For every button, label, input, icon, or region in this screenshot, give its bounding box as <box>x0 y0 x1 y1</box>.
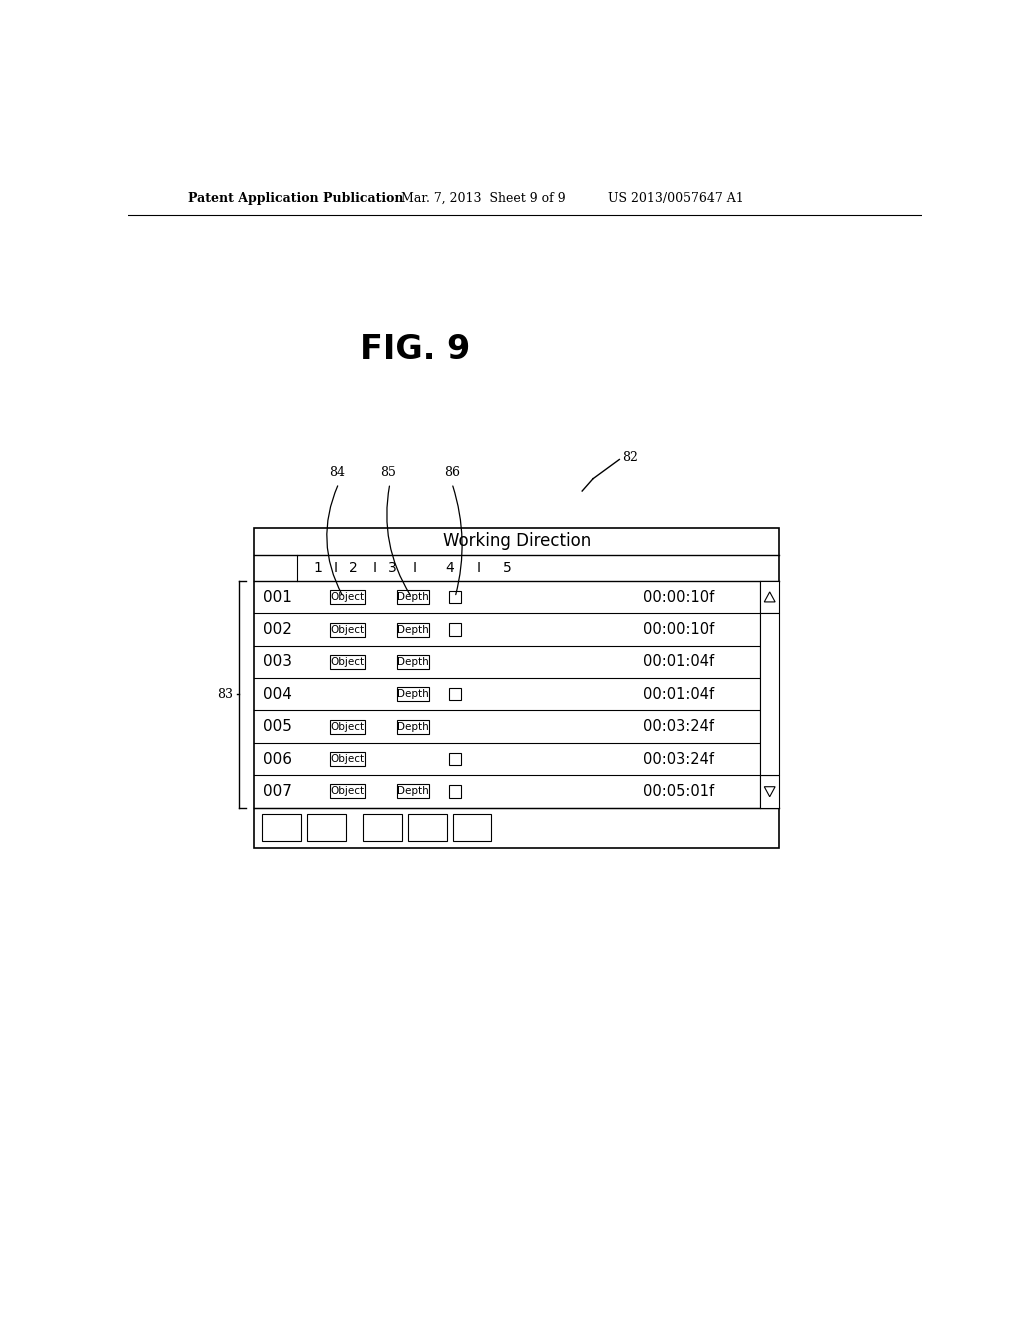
Text: 2: 2 <box>349 561 358 576</box>
Text: 006: 006 <box>263 751 292 767</box>
Text: Object: Object <box>331 593 365 602</box>
Bar <box>307 814 346 841</box>
Text: I: I <box>373 561 377 576</box>
Text: Object: Object <box>331 657 365 667</box>
Bar <box>761 775 779 808</box>
Text: Working Direction: Working Direction <box>442 532 591 550</box>
Text: 005: 005 <box>263 719 292 734</box>
Text: Object: Object <box>331 787 365 796</box>
Text: 00:01:04f: 00:01:04f <box>643 686 714 702</box>
Text: I: I <box>477 561 481 576</box>
Text: 86: 86 <box>444 466 460 479</box>
Text: Patent Application Publication: Patent Application Publication <box>188 191 403 205</box>
Text: 007: 007 <box>263 784 292 799</box>
Bar <box>330 623 366 636</box>
Text: 83: 83 <box>217 688 232 701</box>
Bar <box>408 814 446 841</box>
Bar <box>761 614 779 775</box>
Text: 002: 002 <box>263 622 292 638</box>
Text: 001: 001 <box>263 590 292 605</box>
Text: I: I <box>413 561 417 576</box>
Text: Depth: Depth <box>397 689 429 700</box>
Text: US 2013/0057647 A1: US 2013/0057647 A1 <box>608 191 744 205</box>
Text: 5: 5 <box>504 561 512 576</box>
Bar <box>330 784 366 799</box>
Text: 82: 82 <box>623 450 638 463</box>
Text: Depth: Depth <box>397 787 429 796</box>
Text: 00:03:24f: 00:03:24f <box>643 719 714 734</box>
Bar <box>449 752 461 766</box>
Bar <box>449 785 461 797</box>
Text: Depth: Depth <box>397 624 429 635</box>
Bar <box>397 719 429 734</box>
Text: Object: Object <box>331 624 365 635</box>
Text: 1: 1 <box>313 561 323 576</box>
Bar <box>330 719 366 734</box>
Text: 4: 4 <box>445 561 454 576</box>
Text: Depth: Depth <box>397 657 429 667</box>
Bar <box>397 623 429 636</box>
Bar <box>761 581 779 614</box>
Text: 00:01:04f: 00:01:04f <box>643 655 714 669</box>
Text: Object: Object <box>331 722 365 731</box>
Text: Depth: Depth <box>397 593 429 602</box>
Bar <box>397 590 429 605</box>
Bar <box>330 655 366 669</box>
Bar <box>262 814 301 841</box>
Text: Depth: Depth <box>397 722 429 731</box>
Bar <box>397 655 429 669</box>
Bar <box>449 688 461 701</box>
Text: 00:00:10f: 00:00:10f <box>643 622 714 638</box>
Text: I: I <box>334 561 338 576</box>
Bar <box>330 752 366 766</box>
Bar <box>397 784 429 799</box>
Text: 00:03:24f: 00:03:24f <box>643 751 714 767</box>
Text: 85: 85 <box>381 466 396 479</box>
Text: 004: 004 <box>263 686 292 702</box>
Text: 84: 84 <box>330 466 345 479</box>
Text: 00:00:10f: 00:00:10f <box>643 590 714 605</box>
Text: 003: 003 <box>263 655 292 669</box>
Bar <box>330 590 366 605</box>
Bar <box>362 814 401 841</box>
Bar <box>254 528 779 847</box>
Text: Mar. 7, 2013  Sheet 9 of 9: Mar. 7, 2013 Sheet 9 of 9 <box>400 191 565 205</box>
Text: FIG. 9: FIG. 9 <box>359 333 470 366</box>
Bar <box>397 688 429 701</box>
Bar <box>449 623 461 636</box>
Text: Object: Object <box>331 754 365 764</box>
Text: 3: 3 <box>388 561 396 576</box>
Bar <box>449 591 461 603</box>
Bar <box>453 814 492 841</box>
Text: 00:05:01f: 00:05:01f <box>643 784 714 799</box>
